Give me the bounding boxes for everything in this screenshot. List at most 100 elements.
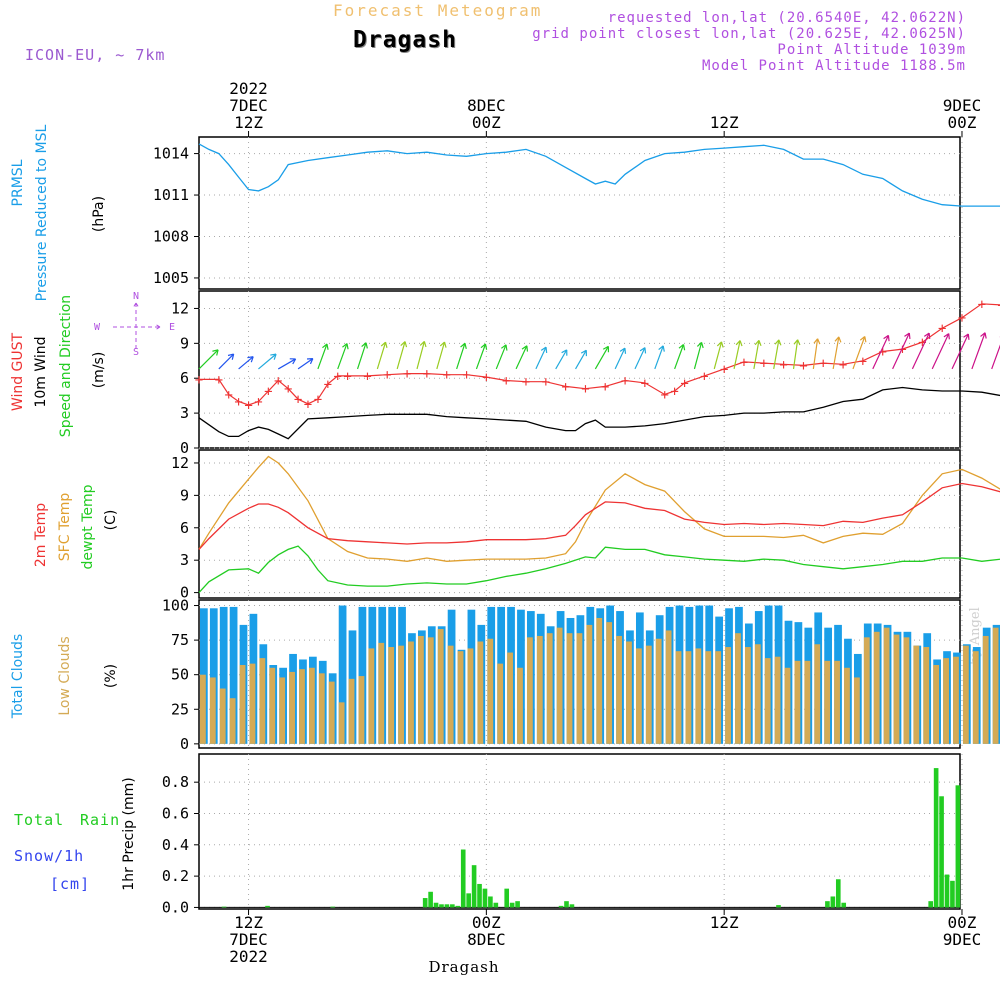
wind-arrow-shaft <box>317 343 328 370</box>
rain-bar <box>928 901 934 908</box>
wind-arrow <box>674 344 686 370</box>
y-tick-label: 1008 <box>153 227 189 245</box>
low-cloud-bar <box>754 644 761 744</box>
gust-marker: + <box>740 355 748 371</box>
y-tick-label: 0.8 <box>162 773 189 791</box>
wind-arrow-shaft <box>238 356 254 370</box>
wind-unit: (m/s) <box>91 352 107 389</box>
wind-arrow-head <box>500 344 508 351</box>
gust-marker: + <box>443 368 451 384</box>
gust-marker: + <box>264 384 272 400</box>
wind-arrow <box>515 345 529 370</box>
wind-arrow <box>951 333 970 370</box>
wind-dir-label: Speed and Direction <box>58 295 74 437</box>
low-cloud-bar <box>398 645 404 744</box>
rain-bar <box>569 904 575 908</box>
wind-arrow <box>376 341 388 370</box>
temp2m-label: 2m Temp <box>33 503 49 567</box>
wind-arrow <box>991 336 1000 370</box>
pressure-label-short: PRMSL <box>10 159 26 206</box>
bottom-time-label: 8DEC <box>467 930 506 949</box>
gust-marker: + <box>878 344 886 360</box>
y-tick-label: 0.4 <box>162 836 189 854</box>
low-cloud-bar <box>279 677 286 744</box>
dewpt-label: dewpt Temp <box>80 484 96 569</box>
wind-arrow <box>733 340 743 370</box>
dewpt-line <box>198 545 1000 594</box>
wind-arrow-shaft <box>258 353 277 370</box>
wind-arrow-shaft <box>872 335 889 370</box>
wind-arrow-shaft <box>654 345 664 370</box>
low-cloud-bar <box>477 641 484 744</box>
rain-bar <box>509 902 515 908</box>
gust-marker: + <box>482 370 490 386</box>
gust-marker: + <box>700 369 708 385</box>
rain-bar <box>477 883 482 908</box>
wind-arrow <box>475 343 488 370</box>
wind-arrow-head <box>289 358 297 365</box>
low-cloud-bar <box>497 663 504 744</box>
top-time-label: 00Z <box>948 113 977 132</box>
wind-arrow-head <box>361 342 368 349</box>
y-tick-label: 1014 <box>153 145 189 163</box>
low-cloud-bar <box>735 633 741 744</box>
wind-arrow-shaft <box>436 341 446 370</box>
y-tick-label: 9 <box>180 486 189 504</box>
bottom-time-label: 00Z <box>948 913 977 932</box>
rain-label: Rain <box>80 811 120 829</box>
top-time-label: 2022 <box>229 79 268 98</box>
sfc-temp-label: SFC Temp <box>57 493 73 562</box>
low-cloud-bar <box>596 617 603 744</box>
wind-arrow <box>832 336 842 370</box>
low-cloud-bar <box>903 637 910 744</box>
wind-arrow-shaft <box>416 341 425 370</box>
y-tick-label: 12 <box>171 454 189 472</box>
wind-arrow-head <box>813 338 821 345</box>
rain-bar <box>515 901 520 908</box>
wind-arrow <box>495 344 508 370</box>
wind-arrow <box>872 334 890 370</box>
gust-marker: + <box>918 335 926 351</box>
wind-arrow <box>575 349 587 370</box>
gust-marker: + <box>561 379 569 395</box>
wind-arrow-shaft <box>356 342 367 370</box>
station-title: Dragash <box>353 27 457 53</box>
gust-marker: + <box>621 374 629 390</box>
low-cloud-bar <box>368 648 375 744</box>
wind-arrow-shaft <box>852 336 866 370</box>
y-tick-label: 75 <box>171 631 189 649</box>
wind-arrow-shaft <box>614 347 626 370</box>
wind-speed-line <box>198 386 1000 440</box>
low-cloud-bar <box>992 627 999 744</box>
gust-marker: + <box>670 384 678 400</box>
panel-temperature: 0 3 6 9 12 <box>171 449 1000 602</box>
low-cloud-bar <box>209 677 216 744</box>
gust-marker: + <box>324 377 332 393</box>
wind-arrow-head <box>696 341 704 349</box>
wind-arrow <box>911 332 931 370</box>
gust-marker: + <box>978 297 986 313</box>
wind-arrow-shaft <box>733 340 741 370</box>
model-point-altitude: Model Point Altitude 1188.5m <box>701 58 966 74</box>
rain-bar <box>488 896 493 908</box>
low-cloud-bar <box>586 624 593 744</box>
wind-arrow-head <box>904 332 911 339</box>
wind-arrow <box>634 347 647 370</box>
wind-arrow <box>792 339 801 370</box>
wind-arrow-shaft <box>456 343 466 370</box>
gust-marker: + <box>363 369 371 385</box>
low-cloud-bar <box>427 637 434 744</box>
gust-marker: + <box>274 374 282 390</box>
rain-bar <box>460 849 466 908</box>
wind-arrow-shaft <box>713 341 723 370</box>
low-cloud-bar <box>853 677 860 744</box>
wind-arrow-head <box>716 341 724 348</box>
y-tick-label: 1005 <box>153 269 189 287</box>
low-cloud-bar <box>536 635 543 744</box>
wind-label: 10m Wind <box>33 336 49 407</box>
wind-arrow-shaft <box>951 333 969 370</box>
wind-arrow <box>614 347 627 370</box>
bottom-time-label: 12Z <box>710 913 739 932</box>
low-cloud-bar <box>784 667 791 744</box>
